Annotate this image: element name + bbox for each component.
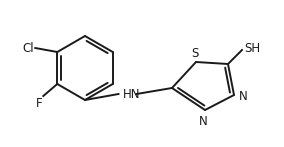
Text: S: S: [191, 47, 199, 60]
Text: N: N: [199, 115, 207, 128]
Text: F: F: [36, 97, 42, 110]
Text: HN: HN: [122, 87, 140, 101]
Text: SH: SH: [244, 42, 260, 56]
Text: N: N: [239, 90, 248, 102]
Text: Cl: Cl: [23, 41, 34, 55]
